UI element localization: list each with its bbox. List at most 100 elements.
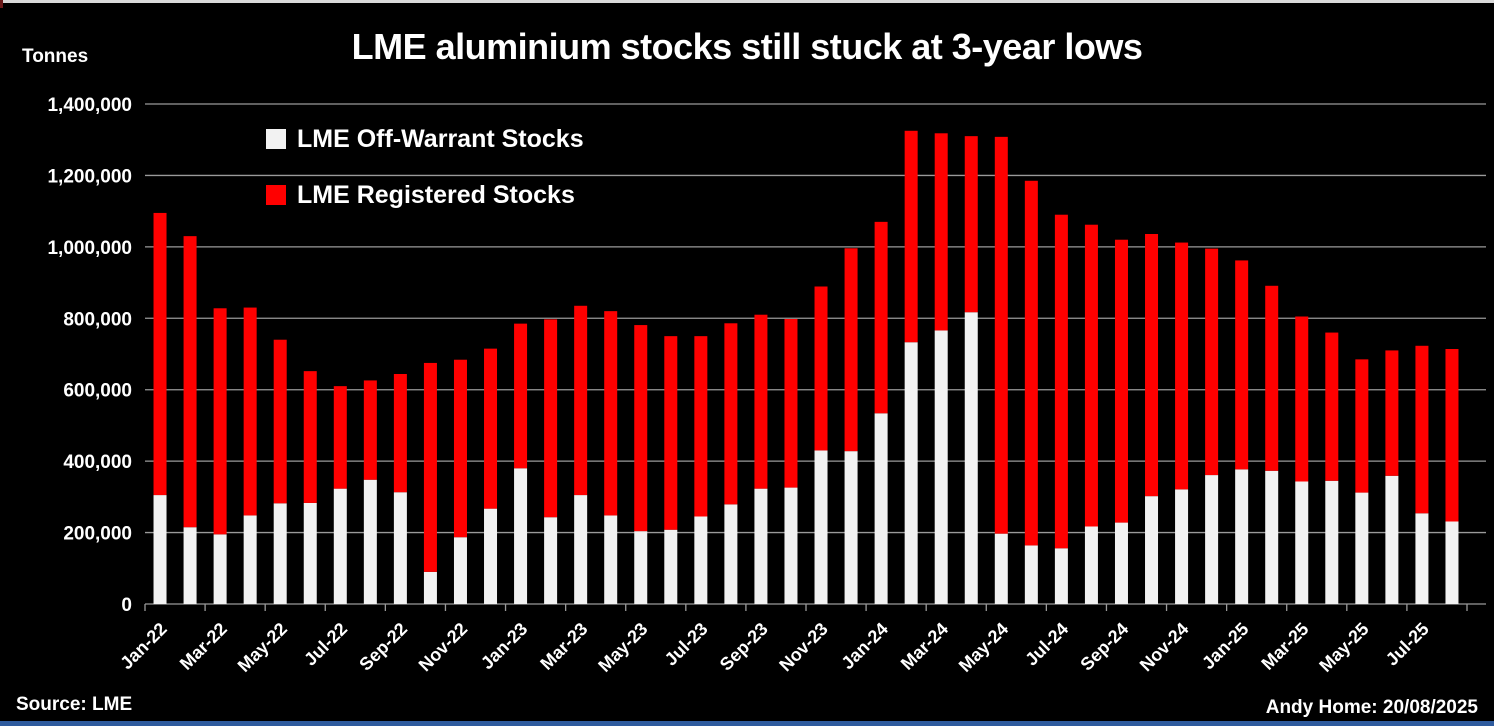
footer-accent-bar [0, 721, 1494, 726]
bar-registered-segment [213, 308, 227, 535]
bar-off-warrant-segment [1235, 469, 1249, 604]
x-axis-tick-label: Jul-25 [1382, 619, 1433, 670]
bar-registered-segment [1084, 224, 1098, 527]
x-axis-tick-label: Mar-22 [176, 619, 231, 674]
y-axis-tick-label: 0 [121, 595, 132, 616]
legend-swatch-off-warrant [266, 129, 286, 149]
chart-legend: LME Off-Warrant Stocks LME Registered St… [266, 124, 584, 236]
bar-off-warrant-segment [994, 533, 1008, 604]
bar-off-warrant-segment [1265, 470, 1279, 604]
bar-registered-segment [604, 311, 618, 516]
x-axis-tick-label: Jul-23 [661, 619, 712, 670]
x-axis-tick-label: Sep-22 [355, 619, 411, 675]
x-axis-tick-label: Jan-25 [1198, 619, 1252, 673]
bar-off-warrant-segment [1054, 548, 1068, 604]
bar-off-warrant-segment [754, 488, 768, 604]
bar-registered-segment [1445, 349, 1459, 522]
bar-registered-segment [1325, 332, 1339, 481]
legend-label-registered: LME Registered Stocks [297, 180, 575, 209]
bar-off-warrant-segment [694, 516, 708, 604]
bar-registered-segment [1295, 316, 1309, 482]
y-axis-tick-label: 1,000,000 [47, 238, 132, 259]
x-axis-tick-label: Jul-22 [300, 619, 351, 670]
attribution-caption: Andy Home: 20/08/2025 [1265, 697, 1478, 718]
bar-registered-segment [153, 212, 167, 496]
bar-registered-segment [363, 380, 377, 480]
bar-registered-segment [814, 286, 828, 451]
y-axis-tick-label: 600,000 [63, 381, 132, 402]
bar-off-warrant-segment [183, 527, 197, 604]
bar-registered-segment [844, 248, 858, 452]
legend-item-registered: LME Registered Stocks [266, 180, 584, 210]
bar-off-warrant-segment [213, 534, 227, 604]
bar-registered-segment [1114, 239, 1128, 523]
top-border [0, 0, 1494, 3]
bar-registered-segment [484, 348, 498, 509]
bar-off-warrant-segment [964, 312, 978, 604]
x-axis-tick-label: Nov-22 [415, 619, 472, 676]
bar-off-warrant-segment [814, 450, 828, 604]
bar-registered-segment [1355, 359, 1369, 493]
bar-registered-segment [393, 374, 407, 493]
bar-registered-segment [634, 325, 648, 532]
bar-registered-segment [1054, 214, 1068, 549]
bar-registered-segment [514, 323, 528, 469]
y-axis-tick-label: 400,000 [63, 452, 132, 473]
bar-registered-segment [453, 359, 467, 538]
y-axis-tick-label: 1,400,000 [47, 95, 132, 116]
bar-registered-segment [273, 339, 287, 504]
bar-registered-segment [964, 136, 978, 313]
bar-registered-segment [784, 319, 798, 488]
bar-registered-segment [694, 336, 708, 517]
bar-registered-segment [664, 336, 678, 530]
bar-registered-segment [574, 305, 588, 496]
legend-item-off-warrant: LME Off-Warrant Stocks [266, 124, 584, 154]
bar-registered-segment [243, 307, 257, 516]
x-axis-tick-label: Sep-23 [716, 619, 772, 675]
bar-registered-segment [1385, 350, 1399, 476]
bar-registered-segment [1175, 242, 1189, 490]
bar-off-warrant-segment [153, 495, 167, 604]
bar-off-warrant-segment [423, 571, 437, 604]
x-axis-tick-label: Nov-23 [775, 619, 832, 676]
bar-off-warrant-segment [1114, 522, 1128, 604]
bar-off-warrant-segment [544, 517, 558, 604]
bar-off-warrant-segment [1385, 475, 1399, 604]
y-axis-units-label: Tonnes [22, 46, 89, 67]
bar-registered-segment [544, 319, 558, 518]
bar-off-warrant-segment [514, 468, 528, 604]
x-axis-tick-label: May-23 [594, 619, 651, 676]
bar-off-warrant-segment [303, 502, 317, 604]
bar-off-warrant-segment [1084, 526, 1098, 604]
bar-registered-segment [754, 314, 768, 489]
y-axis-tick-label: 800,000 [63, 309, 132, 330]
bar-off-warrant-segment [363, 479, 377, 604]
bar-off-warrant-segment [1024, 545, 1038, 604]
bar-off-warrant-segment [484, 508, 498, 604]
bar-off-warrant-segment [1205, 475, 1219, 604]
bar-off-warrant-segment [1295, 481, 1309, 604]
bar-registered-segment [303, 371, 317, 503]
x-axis-tick-label: Nov-24 [1136, 619, 1193, 676]
bar-registered-segment [423, 362, 437, 572]
bar-off-warrant-segment [604, 515, 618, 604]
bar-registered-segment [874, 221, 888, 414]
bar-off-warrant-segment [453, 537, 467, 604]
bar-off-warrant-segment [1325, 480, 1339, 604]
bar-off-warrant-segment [1355, 492, 1369, 604]
x-axis-tick-label: Mar-23 [536, 619, 591, 674]
bar-off-warrant-segment [904, 342, 918, 604]
x-axis-tick-label: Jan-24 [837, 619, 891, 673]
x-axis-tick-label: Mar-25 [1257, 619, 1312, 674]
bar-off-warrant-segment [724, 504, 738, 604]
bar-registered-segment [1205, 248, 1219, 476]
source-caption: Source: LME [16, 694, 133, 715]
legend-label-off-warrant: LME Off-Warrant Stocks [297, 124, 584, 153]
bar-off-warrant-segment [934, 330, 948, 604]
y-axis-tick-label: 1,200,000 [47, 166, 132, 187]
bar-registered-segment [1235, 260, 1249, 470]
x-axis-tick-label: May-24 [955, 619, 1012, 676]
bar-off-warrant-segment [784, 487, 798, 604]
bar-registered-segment [724, 323, 738, 505]
